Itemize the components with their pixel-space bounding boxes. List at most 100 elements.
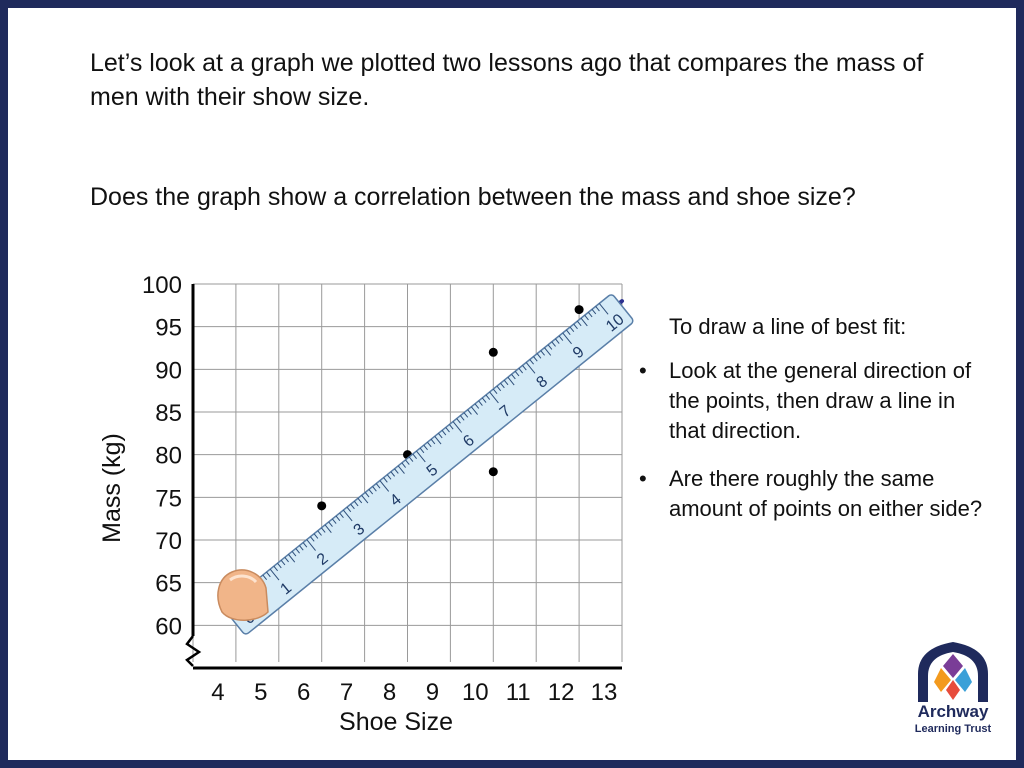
ruler-tick — [555, 338, 560, 344]
ruler-tick — [408, 456, 414, 462]
ruler-tick — [496, 385, 502, 392]
ruler-tick — [321, 527, 326, 533]
question-text: Does the graph show a correlation betwee… — [90, 183, 856, 211]
x-tick-label: 12 — [548, 679, 575, 706]
ruler-tick — [551, 341, 556, 347]
ruler-tick — [459, 415, 465, 421]
x-tick-label: 13 — [591, 679, 618, 706]
ruler-tick — [383, 477, 388, 483]
y-tick-label: 95 — [155, 315, 182, 342]
ruler-tick — [503, 379, 509, 386]
ruler-tick — [324, 524, 332, 533]
ruler-tick — [412, 453, 417, 459]
ruler-tick — [562, 332, 572, 345]
intro-text: Let’s look at a graph we plotted two les… — [90, 49, 924, 111]
y-axis-title: Mass (kg) — [98, 433, 126, 543]
ruler-tick — [507, 376, 515, 386]
ruler-tick — [529, 359, 534, 365]
ruler-tick — [452, 421, 463, 433]
y-tick-label: 70 — [155, 528, 182, 555]
x-axis-title: Shoe Size — [339, 708, 453, 736]
ruler-tick — [525, 362, 536, 374]
ruler-tick — [448, 424, 454, 430]
ruler-tick — [489, 391, 499, 404]
ruler-tick — [394, 468, 399, 474]
ruler-tick — [331, 518, 337, 524]
ruler-tick — [353, 500, 359, 507]
data-point — [317, 501, 327, 511]
ruler-tick — [339, 512, 344, 519]
ruler-tick — [346, 506, 352, 513]
y-tick-label: 100 — [142, 272, 182, 299]
ruler-tick — [357, 497, 363, 504]
ruler-tick — [434, 435, 442, 445]
archway-arch-icon — [918, 642, 988, 702]
y-tick-label: 75 — [155, 485, 182, 512]
ruler-tick — [273, 565, 279, 572]
data-point — [574, 305, 584, 315]
y-tick-label: 65 — [155, 571, 182, 598]
instruction-bullet: Are there roughly the same amount of poi… — [636, 464, 996, 524]
x-tick-label: 4 — [211, 679, 224, 706]
y-tick-labels: 60 65 70 75 80 85 90 95 100 — [142, 272, 182, 640]
ruler-tick — [379, 480, 390, 492]
ruler-tick — [427, 441, 432, 448]
ruler-tick — [478, 400, 483, 406]
ruler-tick — [533, 356, 538, 362]
ruler-tick — [547, 344, 553, 350]
ruler-tick — [375, 483, 381, 489]
ruler-tick — [558, 335, 564, 341]
axis-break-icon — [185, 635, 202, 667]
ruler-tick — [598, 303, 609, 315]
instructions-panel: To draw a line of best fit: Look at the … — [636, 312, 996, 542]
x-tick-label: 7 — [340, 679, 353, 706]
y-tick-label: 80 — [155, 443, 182, 470]
ruler-body — [223, 294, 634, 635]
ruler-tick — [368, 489, 374, 495]
y-tick-label: 60 — [155, 613, 182, 640]
ruler-tick — [401, 462, 407, 468]
ruler-tick — [481, 397, 487, 403]
finger-icon — [217, 569, 269, 621]
ruler-tick — [518, 368, 524, 374]
ruler-tick — [299, 545, 304, 551]
ruler-tick — [470, 406, 479, 415]
ruler-tick — [310, 536, 315, 542]
x-tick-label: 10 — [462, 679, 489, 706]
ruler-tick — [361, 495, 369, 504]
y-tick-label: 85 — [155, 400, 182, 427]
archway-logo: Archway Learning Trust — [908, 640, 998, 746]
ruler-tick — [544, 347, 552, 356]
logo-subtitle: Learning Trust — [914, 723, 992, 735]
y-tick-label: 90 — [155, 357, 182, 384]
data-point — [488, 467, 498, 477]
ruler-tick — [350, 503, 355, 510]
instructions-list: Look at the general direction of the poi… — [636, 356, 996, 524]
ruler-tick — [335, 515, 341, 521]
ruler-tick — [587, 311, 593, 318]
ruler-tick — [277, 562, 282, 569]
ruler-tick — [269, 568, 280, 581]
x-tick-labels: 4 5 6 7 8 9 10 11 12 13 — [211, 679, 617, 706]
ruler-tick — [262, 574, 268, 581]
ruler-tick — [405, 459, 410, 465]
ruler-tick — [566, 329, 571, 335]
ruler-tick — [266, 571, 271, 578]
ruler-tick — [514, 371, 520, 377]
instruction-bullet: Look at the general direction of the poi… — [636, 356, 996, 446]
ruler-tick — [390, 471, 396, 477]
ruler-tick — [463, 412, 469, 418]
ruler-tick — [492, 388, 498, 395]
ruler-tick — [397, 465, 405, 474]
ruler-tick — [288, 554, 296, 563]
ruler-tick — [386, 474, 392, 480]
ruler: 012345678910 — [223, 294, 634, 635]
ruler-tick — [474, 403, 480, 409]
ruler-tick — [364, 492, 370, 498]
ruler-tick — [485, 394, 491, 400]
ruler-tick — [295, 548, 300, 554]
ruler-tick — [595, 306, 600, 312]
ruler-tick — [573, 323, 578, 330]
ruler-tick — [591, 309, 597, 315]
